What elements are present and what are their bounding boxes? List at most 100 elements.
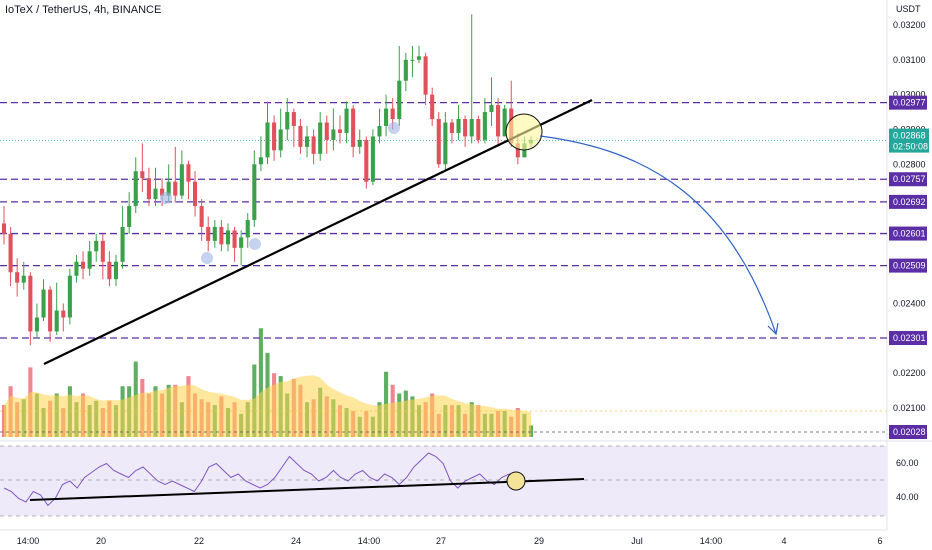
dip-marker (388, 122, 400, 134)
dip-marker (201, 252, 213, 264)
candle-body (258, 157, 263, 165)
candle-body (67, 275, 72, 318)
price-tick-label: 0.02200 (893, 368, 926, 378)
candle-body (225, 230, 231, 245)
rsi-tick-label: 40.00 (896, 492, 919, 502)
candle-body (403, 59, 408, 81)
candle-body (430, 94, 435, 120)
time-tick-label: 22 (194, 536, 204, 546)
candle-body (436, 119, 441, 165)
candle-body (81, 261, 86, 269)
candle-body (390, 108, 395, 120)
price-tick-label: 0.02400 (893, 299, 926, 309)
candle-body (173, 181, 178, 196)
candle-body (28, 275, 33, 332)
candle-body (370, 136, 375, 182)
candle-body (410, 59, 415, 61)
time-tick-label: 14:00 (17, 536, 40, 546)
candle-body (186, 164, 191, 182)
candle-body (272, 122, 277, 151)
candle-body (384, 108, 389, 126)
candle-body (219, 226, 224, 245)
rsi-tick-label: 60.00 (896, 458, 919, 468)
time-tick-label: 4 (781, 536, 786, 546)
candle-body (160, 188, 165, 196)
volume-ma-area (4, 375, 531, 437)
candle-body (278, 129, 283, 151)
last-price-tag (889, 128, 929, 153)
time-tick-label: 14:00 (358, 536, 381, 546)
time-tick-label: 14:00 (700, 536, 723, 546)
candle-body (1, 223, 7, 234)
price-tick-label: 0.02100 (893, 403, 926, 413)
candle-body (61, 310, 66, 318)
volume-level-tag (889, 425, 927, 439)
candle-body (252, 164, 257, 220)
volume-level-label: 0.02028 (893, 427, 926, 437)
volume-bar (1, 405, 7, 437)
candle-body (482, 112, 487, 140)
candle-body (212, 226, 217, 241)
candle-body (127, 206, 132, 227)
price-level-tag (889, 226, 927, 241)
candle-body (351, 108, 356, 147)
candle-body (179, 164, 184, 196)
candle-body (232, 230, 237, 248)
countdown-label: 02:50:08 (893, 142, 928, 152)
candle-body (265, 122, 270, 158)
price-tick-label: 0.03200 (893, 20, 926, 30)
volume-bar (258, 328, 263, 437)
candle-body (397, 80, 402, 120)
rsi-trendline (29, 478, 585, 501)
time-tick-label: 6 (877, 536, 882, 546)
candle-body (239, 237, 244, 248)
price-level-tag (889, 331, 927, 346)
candle-body (502, 108, 507, 137)
candle-body (120, 226, 125, 262)
time-tick-label: 27 (436, 536, 446, 546)
candle-body (107, 261, 112, 280)
candle-body (476, 119, 481, 140)
price-level-tag-label: 0.02977 (893, 98, 926, 108)
candle-body (489, 105, 494, 113)
candle-body (206, 226, 211, 241)
candle-body (48, 289, 53, 332)
candle-body (377, 125, 382, 137)
price-axis-unit: USDT (896, 4, 921, 14)
candle-body (74, 261, 79, 276)
price-level-tag (889, 95, 927, 110)
candle-body (140, 171, 145, 179)
dip-marker (249, 238, 261, 250)
last-price-label: 0.02868 (893, 131, 926, 141)
candle-body (34, 317, 39, 332)
candle-body (100, 240, 105, 262)
candle-body (456, 119, 461, 133)
candle-body (41, 289, 46, 318)
candle-body (192, 181, 198, 207)
candle-body (21, 275, 26, 283)
time-tick-label: 29 (534, 536, 544, 546)
price-level-tag (889, 258, 927, 273)
candle-body (153, 188, 158, 200)
rsi-highlight-circle (506, 471, 526, 491)
candle-body (357, 139, 362, 147)
price-level-tag-label: 0.02757 (893, 174, 926, 184)
time-tick-label: Jul (631, 536, 643, 546)
price-level-tag-label: 0.02509 (893, 261, 926, 271)
forecast-arrow (539, 135, 777, 335)
time-tick-label: 20 (96, 536, 106, 546)
price-level-tag (889, 172, 927, 187)
candle-body (364, 139, 369, 182)
rsi-band (0, 446, 887, 516)
candle-body (515, 143, 520, 158)
candle-body (324, 122, 329, 140)
candle-body (496, 105, 501, 137)
candle-body (423, 56, 428, 95)
support-trendline (43, 99, 593, 365)
candle-body (449, 122, 454, 133)
candle-body (331, 129, 336, 140)
price-tick-label: 0.02800 (893, 159, 926, 169)
candle-body (245, 219, 250, 238)
forecast-arrowhead (767, 322, 779, 336)
